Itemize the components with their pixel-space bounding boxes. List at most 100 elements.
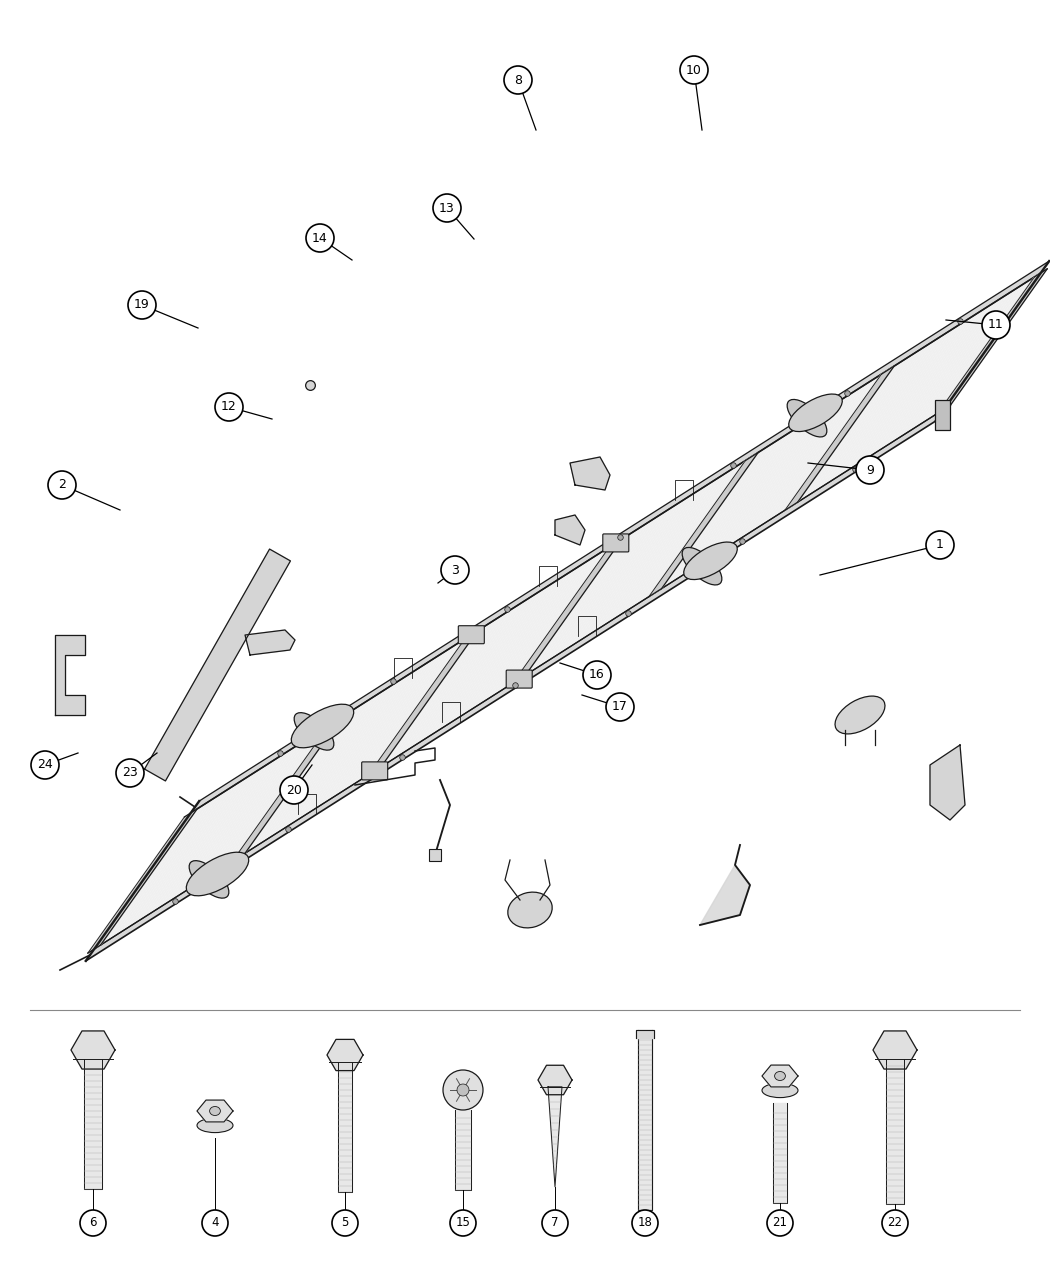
Polygon shape <box>432 595 532 734</box>
Polygon shape <box>159 770 259 908</box>
Text: 13: 13 <box>439 201 455 214</box>
Polygon shape <box>590 496 691 634</box>
Polygon shape <box>327 1039 363 1071</box>
Polygon shape <box>752 393 853 532</box>
Circle shape <box>215 393 243 421</box>
Polygon shape <box>624 474 724 612</box>
Polygon shape <box>594 492 695 631</box>
Polygon shape <box>795 365 896 504</box>
Polygon shape <box>684 436 784 575</box>
Text: 22: 22 <box>887 1216 903 1229</box>
Text: 23: 23 <box>122 766 138 779</box>
Polygon shape <box>111 799 212 938</box>
Polygon shape <box>192 748 293 886</box>
Polygon shape <box>504 550 605 688</box>
Polygon shape <box>235 720 336 859</box>
Polygon shape <box>748 395 848 534</box>
Circle shape <box>443 1070 483 1111</box>
Polygon shape <box>938 269 1047 413</box>
Circle shape <box>632 1210 658 1235</box>
Polygon shape <box>700 864 750 924</box>
Polygon shape <box>88 808 197 954</box>
Polygon shape <box>338 1062 352 1192</box>
Polygon shape <box>828 343 929 482</box>
Polygon shape <box>824 347 925 484</box>
Polygon shape <box>384 626 485 765</box>
Polygon shape <box>718 414 819 553</box>
Polygon shape <box>252 710 353 849</box>
Ellipse shape <box>684 542 737 580</box>
Polygon shape <box>282 691 383 830</box>
Text: 19: 19 <box>134 298 150 311</box>
Polygon shape <box>94 810 195 949</box>
Polygon shape <box>873 1031 917 1068</box>
Text: 3: 3 <box>452 564 459 576</box>
Polygon shape <box>607 484 708 623</box>
Polygon shape <box>270 699 371 838</box>
Polygon shape <box>700 425 801 564</box>
Polygon shape <box>667 446 768 585</box>
Polygon shape <box>923 284 1024 422</box>
Polygon shape <box>649 453 758 597</box>
Polygon shape <box>902 297 1003 436</box>
Polygon shape <box>508 547 609 686</box>
Polygon shape <box>470 571 571 710</box>
Polygon shape <box>850 330 951 469</box>
Ellipse shape <box>762 1084 798 1098</box>
Polygon shape <box>812 354 912 493</box>
Polygon shape <box>455 1111 471 1190</box>
Polygon shape <box>880 311 981 450</box>
Text: 11: 11 <box>988 319 1004 332</box>
Polygon shape <box>764 384 865 523</box>
Polygon shape <box>287 688 387 827</box>
Polygon shape <box>570 456 610 490</box>
Polygon shape <box>128 788 229 927</box>
Polygon shape <box>232 717 341 862</box>
Polygon shape <box>919 287 1020 426</box>
Polygon shape <box>512 539 623 683</box>
Polygon shape <box>393 620 495 759</box>
Ellipse shape <box>682 547 721 585</box>
Polygon shape <box>645 460 747 599</box>
Polygon shape <box>547 523 648 662</box>
Polygon shape <box>816 352 917 491</box>
Polygon shape <box>867 319 968 458</box>
Circle shape <box>202 1210 228 1235</box>
Polygon shape <box>440 590 541 729</box>
Polygon shape <box>145 550 291 780</box>
Polygon shape <box>807 357 908 496</box>
Polygon shape <box>500 552 601 691</box>
Polygon shape <box>368 636 468 775</box>
Polygon shape <box>543 525 644 664</box>
Polygon shape <box>886 1058 904 1204</box>
Polygon shape <box>576 504 677 643</box>
Circle shape <box>982 311 1010 339</box>
Polygon shape <box>136 783 237 922</box>
Polygon shape <box>376 631 477 770</box>
Polygon shape <box>872 316 972 455</box>
Ellipse shape <box>508 892 552 928</box>
Polygon shape <box>299 680 400 819</box>
Polygon shape <box>201 742 301 881</box>
Polygon shape <box>855 328 956 467</box>
Polygon shape <box>120 794 220 933</box>
Polygon shape <box>517 542 618 681</box>
Ellipse shape <box>189 861 229 898</box>
Polygon shape <box>218 732 319 871</box>
Polygon shape <box>784 366 895 510</box>
Polygon shape <box>205 740 307 878</box>
Text: 5: 5 <box>341 1216 349 1229</box>
Polygon shape <box>329 660 430 799</box>
Polygon shape <box>640 463 741 602</box>
Polygon shape <box>388 623 489 762</box>
Circle shape <box>280 776 308 805</box>
FancyBboxPatch shape <box>458 626 484 644</box>
Polygon shape <box>423 602 524 740</box>
Polygon shape <box>551 520 652 659</box>
Polygon shape <box>876 314 976 453</box>
Polygon shape <box>427 598 528 737</box>
Ellipse shape <box>294 713 334 750</box>
Text: 12: 12 <box>222 400 237 413</box>
Polygon shape <box>291 686 392 824</box>
Polygon shape <box>799 362 900 501</box>
